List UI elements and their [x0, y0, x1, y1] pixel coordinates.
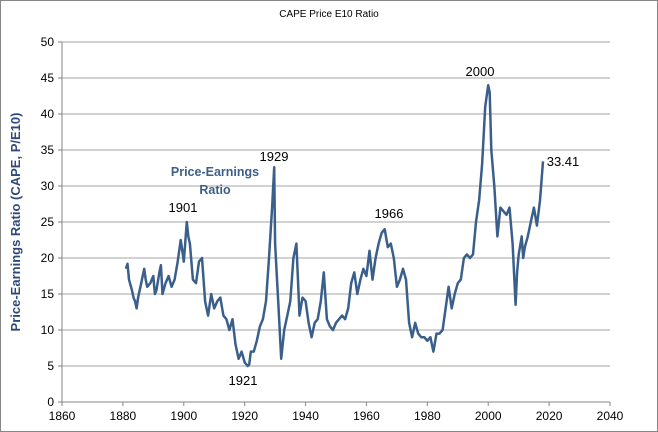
- annotation: 2000: [466, 64, 495, 79]
- y-axis-label: Price-Earnings Ratio (CAPE, P/E10): [8, 113, 23, 332]
- annotation: 1966: [375, 206, 404, 221]
- x-tick-label: 1900: [170, 409, 197, 423]
- y-tick-label: 25: [41, 215, 55, 229]
- y-tick-label: 35: [41, 143, 55, 157]
- y-tick-label: 10: [41, 323, 55, 337]
- y-tick-label: 20: [41, 251, 55, 265]
- y-tick-label: 45: [41, 71, 55, 85]
- annotation: 1921: [229, 373, 258, 388]
- x-tick-label: 1980: [414, 409, 441, 423]
- x-tick-label: 1960: [353, 409, 380, 423]
- y-tick-label: 0: [47, 395, 54, 409]
- annotation: 1901: [169, 200, 198, 215]
- x-tick-label: 1880: [110, 409, 137, 423]
- legend-label: Price-Earnings Ratio: [170, 165, 260, 197]
- x-tick-label: 2040: [597, 409, 624, 423]
- chart-title: CAPE Price E10 Ratio: [279, 9, 379, 20]
- x-tick-label: 2000: [475, 409, 502, 423]
- y-tick-label: 40: [41, 107, 55, 121]
- data-line: [124, 83, 545, 368]
- x-tick-label: 1860: [49, 409, 76, 423]
- annotation: 33.41: [547, 154, 580, 169]
- y-tick-label: 15: [41, 287, 55, 301]
- y-tick-label: 50: [41, 35, 55, 49]
- x-tick-label: 2020: [536, 409, 563, 423]
- y-tick-label: 5: [47, 359, 54, 373]
- x-tick-label: 1940: [292, 409, 319, 423]
- x-tick-label: 1920: [231, 409, 258, 423]
- y-tick-label: 30: [41, 179, 55, 193]
- annotation: 1929: [260, 149, 289, 164]
